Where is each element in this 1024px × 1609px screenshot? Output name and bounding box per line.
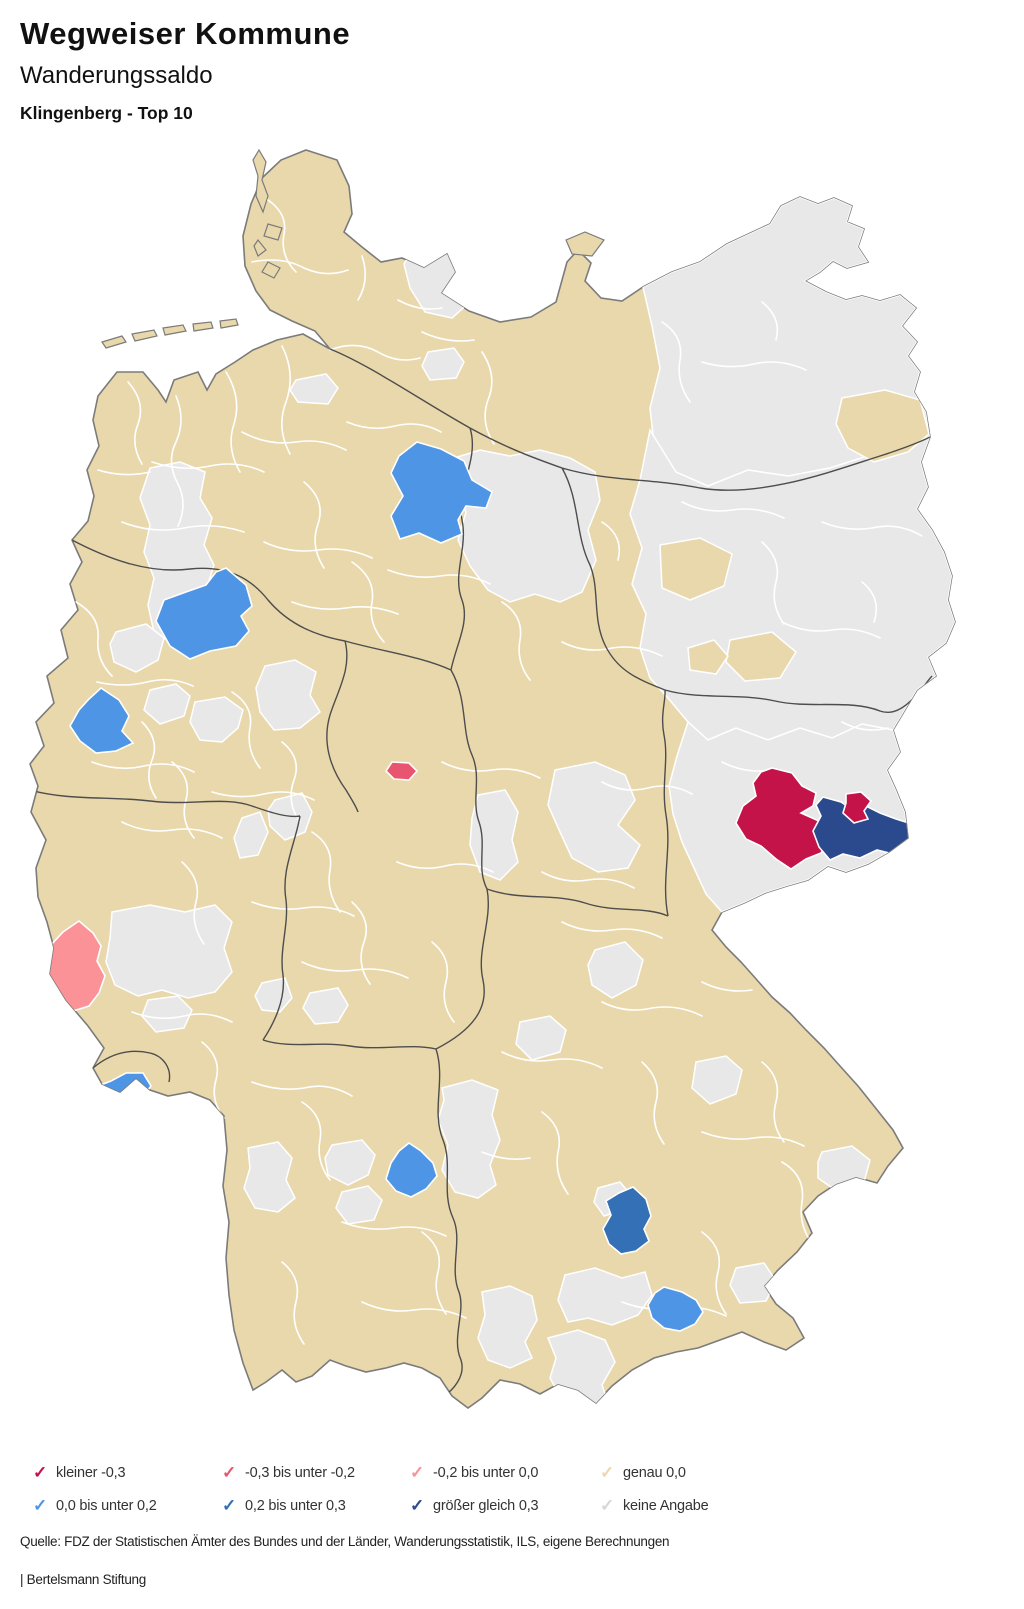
- page-title: Wegweiser Kommune: [20, 16, 351, 51]
- island: [263, 223, 283, 241]
- islands: [101, 148, 605, 349]
- no-data-region[interactable]: [421, 347, 465, 381]
- map-highlight-pink-center[interactable]: [384, 761, 419, 781]
- legend-item-label: 0,0 bis unter 0,2: [56, 1498, 157, 1514]
- legend-item[interactable]: ✓ genau 0,0: [600, 1462, 686, 1484]
- no-data-region[interactable]: [243, 1141, 296, 1213]
- legend-item-label: genau 0,0: [623, 1465, 686, 1481]
- no-data-region[interactable]: [729, 1262, 777, 1304]
- no-data-region[interactable]: [587, 941, 644, 999]
- legend-item[interactable]: ✓ 0,0 bis unter 0,2: [33, 1495, 157, 1517]
- no-data-region[interactable]: [546, 1329, 616, 1410]
- no-data-region[interactable]: [189, 696, 244, 743]
- island: [192, 321, 214, 332]
- land-patch: [835, 389, 930, 463]
- island: [101, 335, 127, 349]
- check-icon: ✓: [222, 1463, 237, 1482]
- check-icon: ✓: [222, 1496, 237, 1515]
- check-icon: ✓: [410, 1496, 425, 1515]
- highlight-regions[interactable]: [43, 441, 922, 1332]
- legend-item[interactable]: ✓ 0,2 bis unter 0,3: [222, 1495, 346, 1517]
- map-highlight-blue-southwest[interactable]: [385, 1142, 438, 1198]
- island: [162, 324, 187, 336]
- no-data-region[interactable]: [143, 683, 191, 725]
- legend-item-label: -0,2 bis unter 0,0: [433, 1465, 539, 1481]
- legend-item[interactable]: ✓ -0,3 bis unter -0,2: [222, 1462, 355, 1484]
- no-data-region[interactable]: [557, 1267, 653, 1326]
- no-data-region[interactable]: [105, 904, 233, 999]
- map-highlight-crimson-east-small[interactable]: [842, 791, 873, 824]
- page-context-label: Klingenberg - Top 10: [20, 103, 193, 123]
- island: [253, 238, 267, 257]
- no-data-region[interactable]: [477, 1285, 538, 1369]
- legend-item[interactable]: ✓ keine Angabe: [600, 1495, 709, 1517]
- state-borders: [30, 348, 933, 1397]
- legend-item-label: kleiner -0,3: [56, 1465, 126, 1481]
- check-icon: ✓: [33, 1496, 48, 1515]
- no-data-region[interactable]: [109, 623, 165, 673]
- legend-item[interactable]: ✓ kleiner -0,3: [33, 1462, 126, 1484]
- no-data-region[interactable]: [691, 1055, 743, 1105]
- map-highlight-blue-trier[interactable]: [85, 1072, 152, 1114]
- legend-item-label: keine Angabe: [623, 1498, 709, 1514]
- no-data-region[interactable]: [289, 373, 339, 405]
- no-data-region[interactable]: [547, 761, 641, 873]
- page-subtitle: Wanderungssaldo: [20, 62, 213, 89]
- island: [565, 231, 605, 257]
- no-data-region[interactable]: [233, 811, 269, 859]
- land-patch: [725, 631, 797, 682]
- check-icon: ✓: [410, 1463, 425, 1482]
- no-data-region[interactable]: [437, 1079, 501, 1199]
- no-data-region[interactable]: [324, 1139, 376, 1186]
- island: [252, 148, 269, 214]
- island: [261, 261, 281, 279]
- map-highlight-blue-west[interactable]: [155, 567, 253, 660]
- no-data-region[interactable]: [515, 1015, 567, 1061]
- land-patches-east: [659, 389, 930, 682]
- land-patch: [687, 639, 729, 675]
- legend-item-label: größer gleich 0,3: [433, 1498, 539, 1514]
- island: [219, 318, 239, 329]
- legend-item-label: -0,3 bis unter -0,2: [245, 1465, 355, 1481]
- no-data-region[interactable]: [302, 987, 349, 1025]
- legend-item-label: 0,2 bis unter 0,3: [245, 1498, 346, 1514]
- check-icon: ✓: [600, 1463, 615, 1482]
- no-data-region[interactable]: [255, 659, 321, 731]
- map-highlight-blue-southeast[interactable]: [647, 1286, 704, 1332]
- map-highlight-crimson-east-large[interactable]: [735, 767, 832, 870]
- map-highlight-blue-north-central[interactable]: [390, 441, 493, 544]
- source-line: Quelle: FDZ der Statistischen Ämter des …: [20, 1534, 670, 1549]
- district-borders-mesh: [75, 199, 923, 1345]
- island: [131, 329, 158, 342]
- attribution-line: | Bertelsmann Stiftung: [20, 1572, 146, 1587]
- legend-item[interactable]: ✓ -0,2 bis unter 0,0: [410, 1462, 538, 1484]
- check-icon: ✓: [600, 1496, 615, 1515]
- map-highlight-blue-south-darker[interactable]: [602, 1186, 652, 1255]
- legend-item[interactable]: ✓ größer gleich 0,3: [410, 1495, 539, 1517]
- no-data-region[interactable]: [335, 1185, 383, 1225]
- land-patch: [659, 537, 733, 601]
- check-icon: ✓: [33, 1463, 48, 1482]
- map-highlight-blue-lower-rhine[interactable]: [69, 686, 135, 754]
